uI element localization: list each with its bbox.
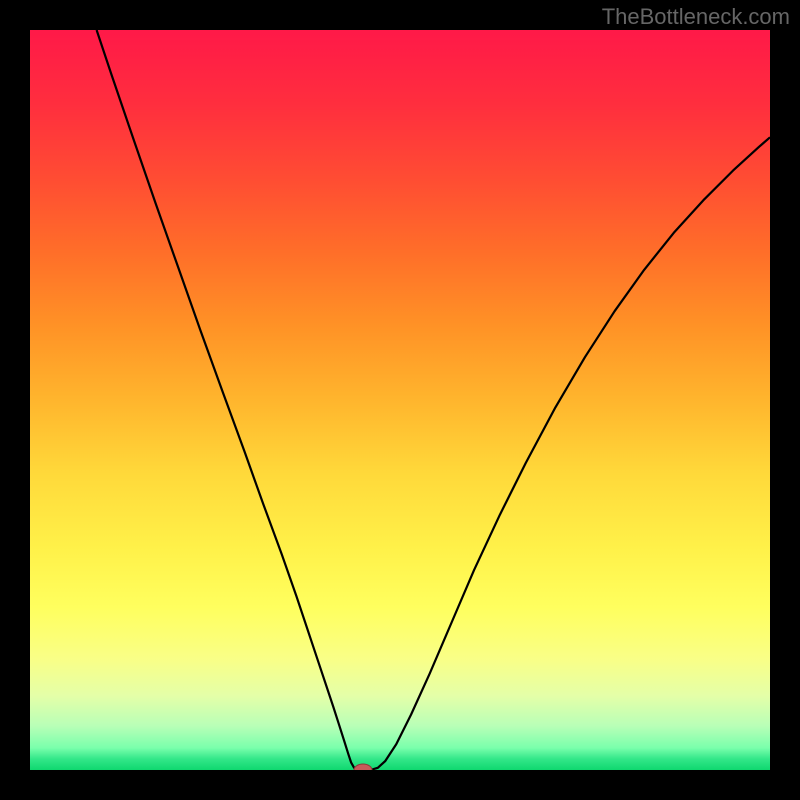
plot-area [30,30,770,770]
optimal-point-marker [354,764,372,770]
curve-layer [30,30,770,770]
watermark-text: TheBottleneck.com [602,4,790,30]
bottleneck-curve [97,30,770,770]
chart-container: TheBottleneck.com [0,0,800,800]
